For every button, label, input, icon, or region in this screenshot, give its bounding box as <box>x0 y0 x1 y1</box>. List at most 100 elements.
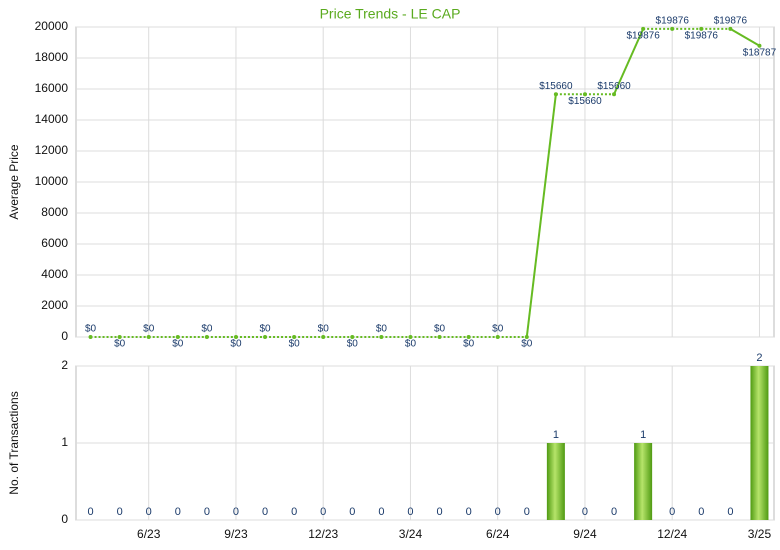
point <box>233 335 238 339</box>
y-tick-label: 1 <box>61 435 68 449</box>
data-label: 0 <box>291 506 297 518</box>
point <box>117 335 122 339</box>
bar <box>546 443 565 520</box>
point <box>612 92 617 97</box>
data-label: $0 <box>85 324 97 335</box>
point <box>670 26 675 31</box>
data-label: $0 <box>289 339 301 350</box>
data-label: 0 <box>698 506 704 518</box>
data-label: $15660 <box>568 96 602 107</box>
y-tick-label: 4000 <box>41 267 68 281</box>
point <box>757 43 762 48</box>
point <box>350 335 355 339</box>
data-label: 0 <box>611 506 617 518</box>
bar <box>634 443 653 520</box>
x-tick-label: 12/23 <box>308 527 338 541</box>
y-tick-label: 0 <box>61 329 68 343</box>
y-axis-label: Average Price <box>7 144 21 219</box>
data-label: $0 <box>172 339 184 350</box>
data-label: 0 <box>87 506 93 518</box>
point <box>641 26 646 31</box>
data-label: $0 <box>405 339 417 350</box>
data-label: 0 <box>204 506 210 518</box>
point <box>88 335 93 339</box>
point <box>524 335 529 339</box>
data-label: 0 <box>320 506 326 518</box>
y-tick-label: 0 <box>61 512 68 526</box>
data-label: 0 <box>436 506 442 518</box>
data-label: $19876 <box>685 31 719 42</box>
data-label: $0 <box>376 324 388 335</box>
y-tick-label: 12000 <box>35 143 69 157</box>
data-label: $0 <box>463 339 475 350</box>
data-label: 0 <box>582 506 588 518</box>
data-label: 1 <box>553 429 559 441</box>
data-label: 0 <box>466 506 472 518</box>
y-tick-label: 20000 <box>35 19 69 33</box>
data-label: $0 <box>230 339 242 350</box>
x-tick-label: 9/23 <box>224 527 248 541</box>
point <box>728 26 733 31</box>
y-tick-label: 14000 <box>35 112 69 126</box>
x-tick-label: 6/23 <box>137 527 161 541</box>
data-label: 0 <box>524 506 530 518</box>
point <box>263 335 268 339</box>
data-label: 0 <box>262 506 268 518</box>
data-label: 0 <box>175 506 181 518</box>
point <box>146 335 151 339</box>
data-label: $0 <box>492 324 504 335</box>
point <box>292 335 297 339</box>
data-label: 0 <box>727 506 733 518</box>
chart-title: Price Trends - LE CAP <box>320 6 461 22</box>
data-label: 2 <box>756 352 762 364</box>
y-tick-label: 2 <box>61 358 68 372</box>
point <box>466 335 471 339</box>
x-tick-label: 9/24 <box>573 527 597 541</box>
x-tick-label: 3/25 <box>748 527 772 541</box>
y-tick-label: 10000 <box>35 174 69 188</box>
y-tick-label: 2000 <box>41 298 68 312</box>
data-label: $0 <box>521 339 533 350</box>
point <box>495 335 500 339</box>
point <box>321 335 326 339</box>
data-label: $19876 <box>626 31 660 42</box>
data-label: $0 <box>259 324 271 335</box>
data-label: 0 <box>117 506 123 518</box>
point <box>699 26 704 31</box>
data-label: $0 <box>318 324 330 335</box>
data-label: 0 <box>407 506 413 518</box>
data-label: 0 <box>146 506 152 518</box>
y-tick-label: 16000 <box>35 81 69 95</box>
data-label: 0 <box>669 506 675 518</box>
data-label: $0 <box>114 339 126 350</box>
point <box>379 335 384 339</box>
data-label: $0 <box>201 324 213 335</box>
point <box>553 92 558 97</box>
y-tick-label: 8000 <box>41 205 68 219</box>
point <box>204 335 209 339</box>
data-label: 1 <box>640 429 646 441</box>
data-label: 0 <box>349 506 355 518</box>
data-label: $18787 <box>743 47 777 58</box>
line-segment <box>525 94 557 338</box>
y-axis-label: No. of Transactions <box>7 391 21 494</box>
data-label: 0 <box>233 506 239 518</box>
data-label: $19876 <box>714 16 748 27</box>
y-tick-label: 18000 <box>35 50 69 64</box>
data-label: 0 <box>378 506 384 518</box>
data-label: $15660 <box>597 81 631 92</box>
line-segment <box>613 28 645 95</box>
data-label: $0 <box>434 324 446 335</box>
point <box>175 335 180 339</box>
data-label: $0 <box>143 324 155 335</box>
data-label: $0 <box>347 339 359 350</box>
x-tick-label: 6/24 <box>486 527 510 541</box>
point <box>408 335 413 339</box>
bar <box>750 366 769 520</box>
data-label: $15660 <box>539 81 573 92</box>
point <box>582 92 587 97</box>
data-label: 0 <box>495 506 501 518</box>
y-tick-label: 6000 <box>41 236 68 250</box>
line-segment <box>729 28 760 47</box>
